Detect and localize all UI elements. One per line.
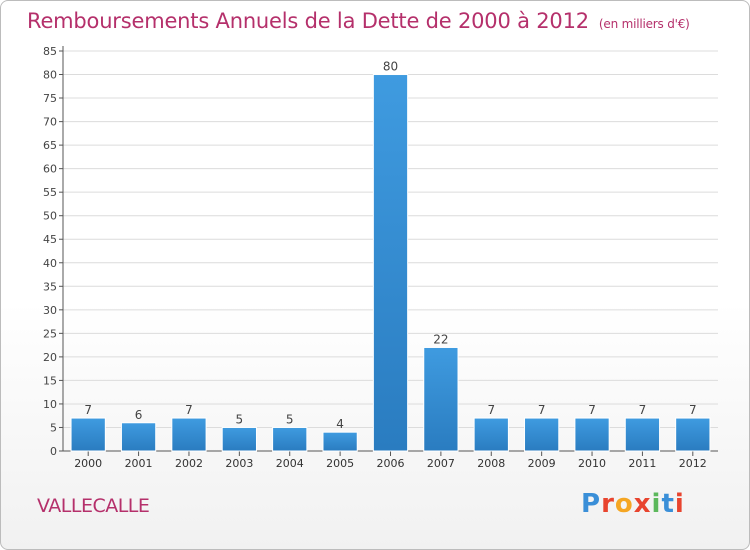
chart-title-text: Remboursements Annuels de la Dette de 20… xyxy=(27,9,589,33)
y-tick-label: 10 xyxy=(43,398,57,411)
y-tick-label: 55 xyxy=(43,186,57,199)
bar-2004[interactable] xyxy=(272,426,308,452)
bar-2012[interactable] xyxy=(675,417,711,452)
bar-2007[interactable] xyxy=(423,346,459,452)
data-label: 5 xyxy=(236,412,244,426)
y-tick-label: 40 xyxy=(43,257,57,270)
x-tick-label: 2000 xyxy=(74,457,102,470)
data-label: 22 xyxy=(433,332,448,346)
y-tick-label: 65 xyxy=(43,139,57,152)
x-tick-label: 2005 xyxy=(326,457,354,470)
logo-letter: x xyxy=(633,489,652,519)
bar-2011[interactable] xyxy=(624,417,661,452)
y-tick-label: 45 xyxy=(43,233,57,246)
x-tick-label: 2012 xyxy=(679,457,707,470)
data-label: 80 xyxy=(383,60,398,74)
data-label: 7 xyxy=(185,403,193,417)
logo-letter: t xyxy=(661,489,675,519)
chart-title: Remboursements Annuels de la Dette de 20… xyxy=(27,9,690,33)
bar-2010[interactable] xyxy=(574,417,610,452)
y-tick-label: 35 xyxy=(43,280,57,293)
bar-2000[interactable] xyxy=(70,417,106,452)
data-label: 5 xyxy=(286,412,294,426)
logo-letter: P xyxy=(581,489,602,519)
logo-letter: i xyxy=(674,489,685,519)
x-tick-label: 2010 xyxy=(578,457,606,470)
y-tick-label: 15 xyxy=(43,374,57,387)
bar-2009[interactable] xyxy=(524,417,560,452)
x-tick-label: 2007 xyxy=(427,457,455,470)
y-tick-label: 0 xyxy=(50,445,57,458)
logo-letter: o xyxy=(614,489,634,519)
labels: 2000 7 2001 6 2002 7 2003 5 2004 5 2005 4 2006 80 2007… xyxy=(74,60,707,470)
x-tick-label: 2008 xyxy=(477,457,505,470)
bar-2008[interactable] xyxy=(473,417,509,452)
y-tick-label: 5 xyxy=(50,421,57,434)
x-tick-label: 2009 xyxy=(528,457,556,470)
data-label: 7 xyxy=(639,403,647,417)
data-label: 7 xyxy=(588,403,596,417)
bar-2003[interactable] xyxy=(221,426,257,452)
data-label: 7 xyxy=(487,403,495,417)
bar-2002[interactable] xyxy=(171,417,207,452)
y-tick-label: 20 xyxy=(43,351,57,364)
y-tick-label: 60 xyxy=(43,163,57,176)
data-label: 7 xyxy=(538,403,546,417)
y-tick-label: 25 xyxy=(43,327,57,340)
y-tick-label: 75 xyxy=(43,92,57,105)
bar-2001[interactable] xyxy=(120,422,157,452)
x-tick-label: 2006 xyxy=(377,457,405,470)
x-tick-label: 2004 xyxy=(276,457,304,470)
y-tick-label: 80 xyxy=(43,69,57,82)
y-tick-label: 50 xyxy=(43,210,57,223)
bar-2006[interactable] xyxy=(372,74,409,452)
y-tick-label: 85 xyxy=(43,45,57,58)
y-tick-label: 70 xyxy=(43,116,57,129)
data-label: 7 xyxy=(689,403,697,417)
x-tick-label: 2002 xyxy=(175,457,203,470)
data-label: 7 xyxy=(84,403,92,417)
data-label: 6 xyxy=(135,408,143,422)
y-tick-label: 30 xyxy=(43,304,57,317)
logo-letter: i xyxy=(651,489,662,519)
x-tick-label: 2011 xyxy=(628,457,656,470)
proxiti-logo[interactable]: Proxiti xyxy=(581,489,685,519)
bars xyxy=(70,74,711,452)
data-label: 4 xyxy=(336,417,344,431)
logo-letter: r xyxy=(601,489,615,519)
bar-2005[interactable] xyxy=(322,431,358,452)
x-tick-label: 2003 xyxy=(225,457,253,470)
chart-unit: (en milliers d'€) xyxy=(598,17,690,31)
commune-name: VALLECALLE xyxy=(37,495,150,517)
x-tick-label: 2001 xyxy=(125,457,153,470)
